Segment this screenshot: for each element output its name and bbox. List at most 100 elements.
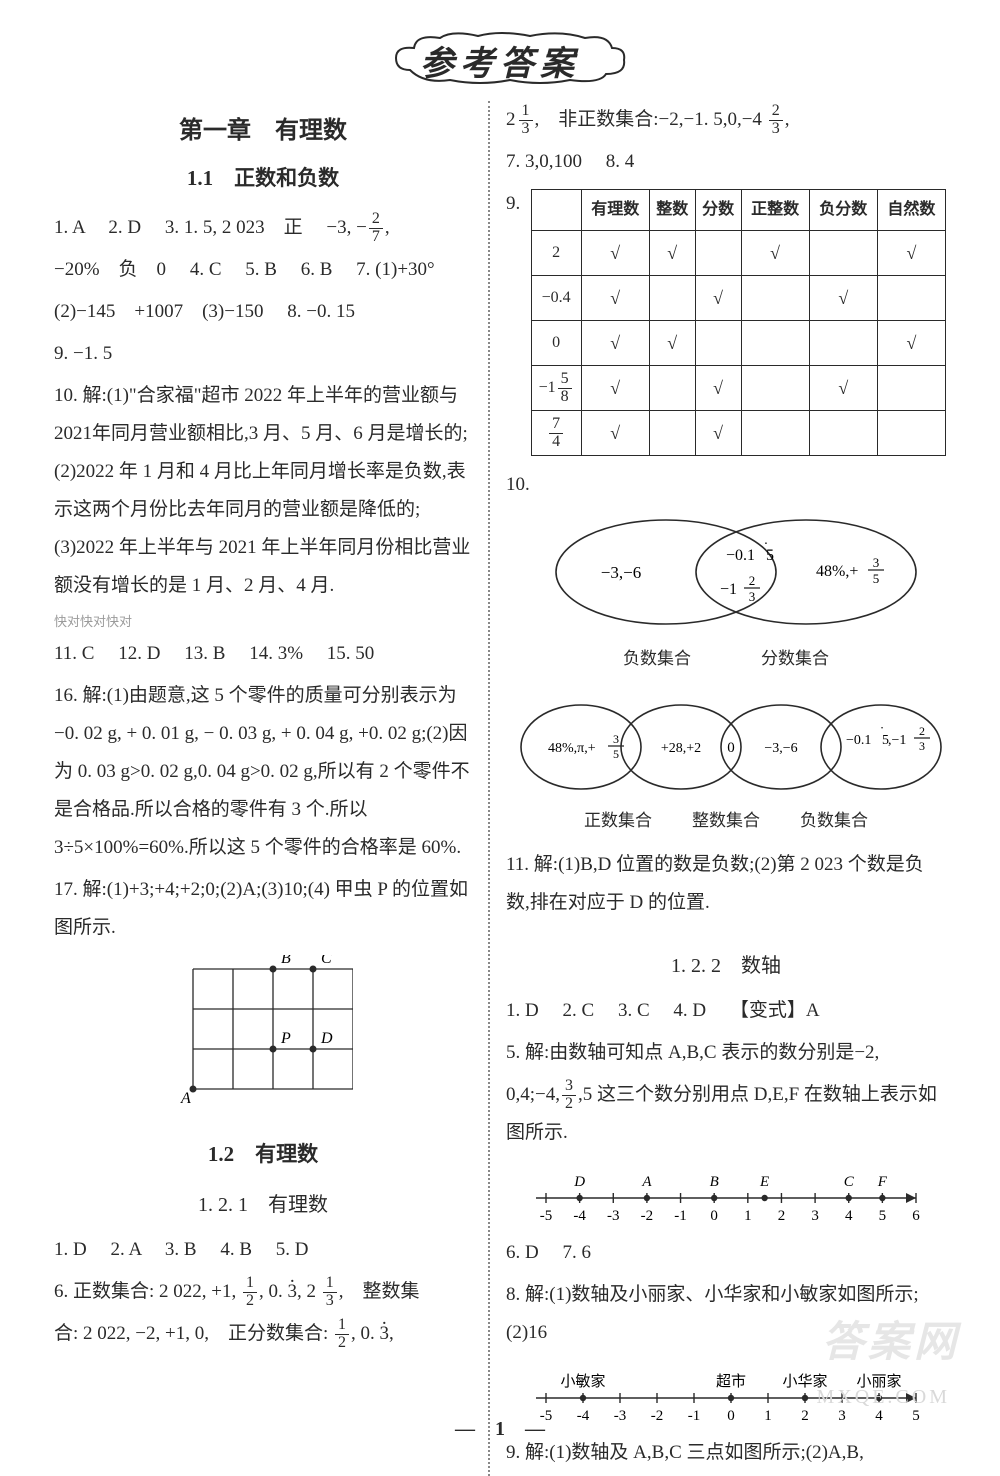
s122-q5a: 5. 解:由数轴可知点 A,B,C 表示的数分别是−2,	[506, 1034, 946, 1072]
svg-text:−0.1: −0.1	[726, 547, 755, 564]
page: 参考答案 第一章 有理数 1.1 正数和负数 1. A 2. D 3. 1. 5…	[0, 0, 1000, 1449]
s121-q6b-frac: 12	[335, 1317, 349, 1352]
s122-q5b-frac: 32	[562, 1078, 576, 1113]
venn3-svg: 48%,π,+35+28,+20−3,−6−0.1·5,−123	[506, 692, 946, 802]
svg-text:B: B	[710, 1174, 719, 1190]
s122-var: 【变式】A	[730, 1000, 820, 1021]
s121-q2: 2. A	[111, 1239, 142, 1260]
s121-q4: 4. B	[220, 1239, 252, 1260]
table-cell	[741, 366, 809, 411]
q15: 15. 50	[327, 643, 375, 664]
q4: 4. C	[190, 259, 222, 280]
s122-q2: 2. C	[563, 1000, 595, 1021]
table-cell	[809, 231, 877, 276]
table-row-label: 2	[531, 231, 581, 276]
table-cell	[695, 231, 741, 276]
table-cell	[877, 276, 945, 321]
q1: 1. A	[54, 217, 85, 238]
table-cell: √	[581, 366, 649, 411]
noise-text: 快对快对快对	[54, 609, 472, 635]
table-cell	[741, 276, 809, 321]
table-cell: √	[695, 411, 741, 456]
s122-q3: 3. C	[618, 1000, 650, 1021]
table-cell	[649, 276, 695, 321]
q5: 5. B	[245, 259, 277, 280]
ans-line-11-15: 11. C 12. D 13. B 14. 3% 15. 50	[54, 635, 472, 673]
table-header: 整数	[649, 190, 695, 231]
svg-text:超市: 超市	[716, 1373, 746, 1390]
svg-text:D: D	[573, 1174, 585, 1190]
svg-text:4: 4	[845, 1208, 853, 1224]
table-cell: √	[695, 276, 741, 321]
line2a: −20% 负 0	[54, 259, 166, 280]
svg-text:A: A	[641, 1174, 652, 1190]
q14: 14. 3%	[249, 643, 303, 664]
venn2-svg: −3,−6−0.1·5−12348%,+35	[516, 510, 936, 640]
venn2-right-label: 分数集合	[761, 642, 829, 676]
table-header: 自然数	[877, 190, 945, 231]
s121-q6b: 合: 2 022, −2, +1, 0, 正分数集合:	[54, 1323, 328, 1344]
svg-text:48%,+: 48%,+	[816, 563, 858, 580]
q3a: 3. 1. 5, 2 023 正	[165, 217, 303, 238]
table-cell: √	[649, 231, 695, 276]
venn3: 48%,π,+35+28,+20−3,−6−0.1·5,−123	[506, 692, 946, 802]
banner: 参考答案	[40, 30, 960, 91]
table-row-label: −0.4	[531, 276, 581, 321]
q17: 17. 解:(1)+3;+4;+2;0;(2)A;(3)10;(4) 甲虫 P …	[54, 871, 472, 947]
q10: 10. 解:(1)"合家福"超市 2022 年上半年的营业额与2021年同月营业…	[54, 377, 472, 605]
left-column: 第一章 有理数 1.1 正数和负数 1. A 2. D 3. 1. 5, 2 0…	[40, 101, 486, 1476]
line3: (2)−145 +1007 (3)−150	[54, 301, 263, 322]
svg-text:2: 2	[778, 1208, 786, 1224]
grid-figure: ABCPD	[54, 955, 472, 1119]
venn3-label-3: 负数集合	[800, 804, 868, 838]
svg-text:D: D	[320, 1030, 333, 1047]
number-line-1: -5-4-3-2-10123456DABECF	[516, 1156, 936, 1226]
table-cell	[649, 411, 695, 456]
svg-text:3: 3	[749, 589, 756, 604]
table-header: 有理数	[581, 190, 649, 231]
svg-text:1: 1	[744, 1208, 752, 1224]
right-column: 213, 非正数集合:−2,−1. 5,0,−4 23, 7. 3,0,100 …	[492, 101, 960, 1476]
svg-text:−0.1: −0.1	[846, 733, 871, 748]
q2: 2. D	[108, 217, 141, 238]
r-top-frac2: 23	[769, 103, 783, 138]
s122-q5b: 0,4;−4,	[506, 1084, 560, 1105]
table-cell: √	[877, 231, 945, 276]
table-cell: √	[809, 276, 877, 321]
s122-line-6-7: 6. D 7. 6	[506, 1234, 946, 1272]
table-cell: √	[741, 231, 809, 276]
column-divider	[488, 101, 490, 1476]
section-1-2: 1.2 有理数	[54, 1133, 472, 1175]
q6: 6. B	[301, 259, 333, 280]
chapter-title: 第一章 有理数	[54, 107, 472, 155]
r-line-7-8: 7. 3,0,100 8. 4	[506, 143, 946, 181]
r-top-a: 2	[506, 101, 516, 139]
svg-text:2: 2	[919, 724, 925, 738]
svg-text:小华家: 小华家	[782, 1373, 827, 1390]
r-q10-label: 10.	[506, 466, 946, 504]
q12: 12. D	[118, 643, 160, 664]
s121-q6a-dot: 3	[288, 1273, 298, 1311]
s121-line1: 1. D 2. A 3. B 4. B 5. D	[54, 1231, 472, 1269]
svg-text:P: P	[280, 1030, 291, 1047]
table-header: 分数	[695, 190, 741, 231]
table-cell	[695, 321, 741, 366]
s122-q8: 8. 解:(1)数轴及小丽家、小华家和小敏家如图所示;(2)16	[506, 1276, 946, 1352]
svg-text:6: 6	[912, 1208, 920, 1224]
r-topline: 213, 非正数集合:−2,−1. 5,0,−4 23,	[506, 101, 946, 139]
s121-q6-line2: 合: 2 022, −2, +1, 0, 正分数集合: 12, 0. 3,	[54, 1315, 472, 1353]
venn3-label-1: 正数集合	[584, 804, 652, 838]
svg-text:5: 5	[879, 1208, 887, 1224]
s121-q6a-mixfrac: 13	[323, 1275, 337, 1310]
ans-line-2: −20% 负 0 4. C 5. B 6. B 7. (1)+30°	[54, 251, 472, 289]
table-cell: √	[649, 321, 695, 366]
ans-line-1: 1. A 2. D 3. 1. 5, 2 023 正 −3, −27,	[54, 209, 472, 247]
table-row-label: 74	[531, 411, 581, 456]
section-1-2-2: 1. 2. 2 数轴	[506, 946, 946, 986]
table-cell	[809, 321, 877, 366]
svg-text:-4: -4	[573, 1208, 586, 1224]
svg-text:−3,−6: −3,−6	[764, 741, 797, 756]
s121-q6a-mid: , 0.	[259, 1281, 288, 1302]
r-q7: 7. 3,0,100	[506, 151, 582, 172]
classification-table: 有理数整数分数正整数负分数自然数2√√√√−0.4√√√0√√√−158√√√7…	[531, 189, 946, 456]
